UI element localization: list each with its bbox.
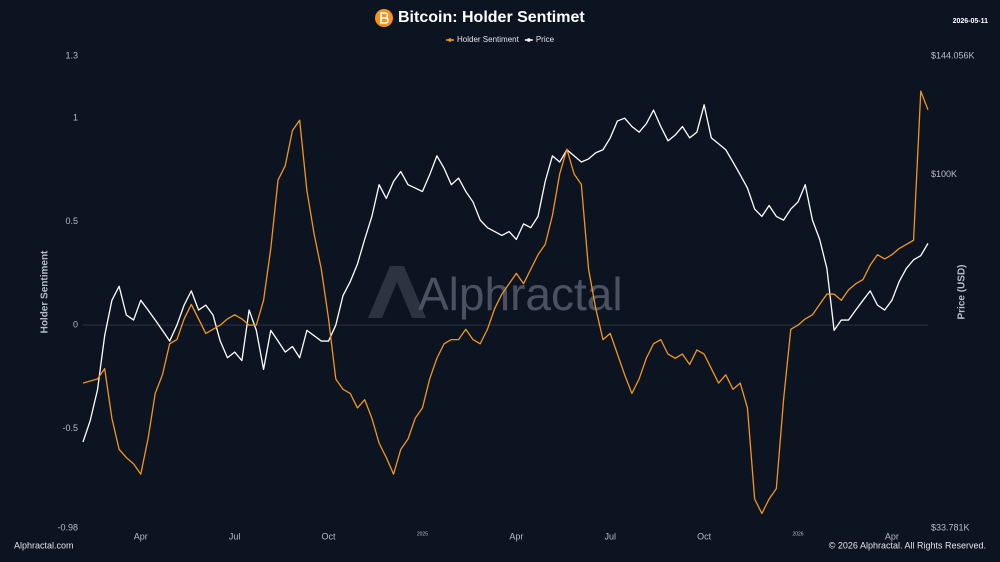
y-tick-label: -0.5 [62,423,78,433]
y2-axis-title: Price (USD) [957,264,968,319]
x-tick-label: 2025 [417,531,428,537]
y-tick-label: 1 [73,112,78,122]
date-stamp: 2026-05-11 [953,18,989,25]
footer-right: © 2026 Alphractal. All Rights Reserved. [829,540,986,550]
bitcoin-logo-mark [380,12,389,24]
y2-tick-label: $33.781K [931,522,970,532]
legend-dot [448,38,452,42]
watermark-logo [368,266,426,318]
y-tick-label: 0.5 [65,216,78,226]
x-tick-label: Jul [604,531,616,541]
y-axis-title: Holder Sentiment [40,250,51,333]
y-tick-label: -0.98 [57,522,78,532]
series-line [82,104,929,443]
chart-title: Bitcoin: Holder Sentimet [398,9,585,26]
legend-label: Price [536,35,555,44]
x-tick-label: Apr [885,531,899,541]
x-tick-label: Jul [229,531,241,541]
x-tick-label: Oct [322,531,337,541]
legend-dot [527,38,531,42]
series-line [82,90,929,515]
y-tick-label: 1.3 [65,50,78,60]
x-tick-label: Oct [697,531,712,541]
x-tick-label: 2026 [792,531,803,537]
y-tick-label: 0 [73,319,78,329]
footer-left: Alphractal.com [14,540,74,550]
watermark: Alphractal [418,268,623,320]
y2-tick-label: $144.056K [931,50,975,60]
x-tick-label: Apr [509,531,523,541]
legend-label: Holder Sentiment [457,35,520,44]
y2-tick-label: $100K [931,169,957,179]
x-tick-label: Apr [134,531,148,541]
